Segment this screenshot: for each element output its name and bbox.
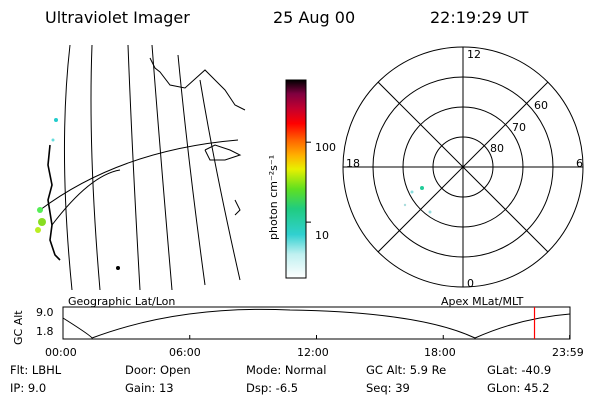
mlt-label-6: 6 <box>576 157 583 170</box>
aurora-point <box>410 190 414 194</box>
ip-info: IP: 9.0 <box>10 381 47 395</box>
altitude-ytick-1.8: 1.8 <box>36 325 54 338</box>
map-mark <box>116 266 120 270</box>
door-info: Door: Open <box>125 363 191 377</box>
glat-info: GLat: -40.9 <box>487 363 552 377</box>
gain-info: Gain: 13 <box>125 381 174 395</box>
date-label: 25 Aug 00 <box>273 8 356 27</box>
mode-info: Mode: Normal <box>246 363 327 377</box>
altitude-curve <box>62 308 571 339</box>
altitude-ytick-9: 9.0 <box>36 306 54 319</box>
mlat-label-80: 80 <box>490 142 504 155</box>
altitude-xtick-0000: 00:00 <box>45 346 77 359</box>
mlt-label-0: 0 <box>467 277 474 290</box>
aurora-blob <box>35 227 41 233</box>
altitude-xtick-1200: 12:00 <box>297 346 329 359</box>
altitude-xtick-1800: 18:00 <box>424 346 456 359</box>
altitude-xtick-2359: 23:59 <box>552 346 584 359</box>
colorbar-gradient <box>285 79 307 279</box>
aurora-point <box>403 203 407 207</box>
glon-info: GLon: 45.2 <box>487 381 550 395</box>
filter-info: Flt: LBHL <box>10 363 62 377</box>
mlt-label-12: 12 <box>467 48 481 61</box>
apex-panel-label: Apex MLat/MLT <box>441 295 524 308</box>
aurora-point <box>420 186 424 190</box>
colorbar-tick-100: 100 <box>315 141 336 154</box>
aurora-point <box>428 210 432 214</box>
dsp-info: Dsp: -6.5 <box>246 381 299 395</box>
time-label: 22:19:29 UT <box>430 8 529 27</box>
polar-diagonal-2 <box>377 81 549 253</box>
gc-alt-info: GC Alt: 5.9 Re <box>366 363 447 377</box>
mlat-label-70: 70 <box>512 121 526 134</box>
altitude-xtick-0600: 06:00 <box>169 346 201 359</box>
altitude-ylabel: GC Alt <box>12 310 25 345</box>
seq-info: Seq: 39 <box>366 381 410 395</box>
aurora-blob <box>54 118 58 122</box>
geographic-panel-label: Geographic Lat/Lon <box>68 295 176 308</box>
mlat-label-60: 60 <box>534 99 548 112</box>
aurora-blob <box>38 218 46 226</box>
aurora-blob <box>51 138 55 142</box>
colorbar-tick-10: 10 <box>315 229 329 242</box>
mlt-label-18: 18 <box>346 157 360 170</box>
instrument-title: Ultraviolet Imager <box>45 8 190 27</box>
aurora-blob <box>37 207 43 213</box>
